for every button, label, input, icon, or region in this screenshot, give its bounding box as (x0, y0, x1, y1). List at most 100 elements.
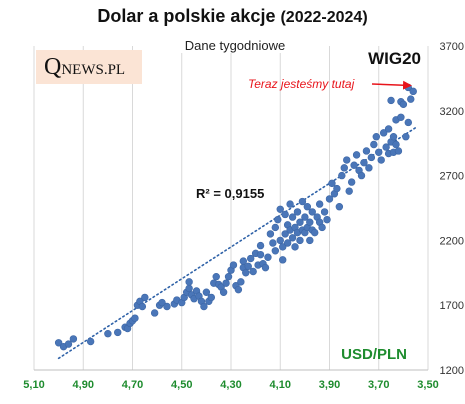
data-point (281, 230, 289, 238)
data-point (303, 203, 312, 211)
data-point (256, 250, 265, 259)
chart-title-years: (2022-2024) (280, 9, 368, 26)
data-point (320, 208, 329, 216)
data-point (399, 100, 408, 109)
data-point (202, 288, 211, 296)
data-point (360, 158, 368, 167)
data-point (247, 254, 255, 263)
x-tick-label: 3,90 (319, 379, 340, 391)
x-tick-label: 4,50 (171, 379, 192, 391)
y-tick-label: 3700 (440, 41, 464, 53)
data-point (288, 234, 297, 242)
data-point (397, 113, 405, 121)
qnews-logo-text: QNEWS.PL (44, 54, 126, 80)
y-tick-label: 3200 (440, 106, 464, 118)
data-point (370, 140, 378, 149)
data-point (276, 236, 284, 245)
x-tick-label: 3,70 (368, 379, 389, 391)
r-squared-label: R² = 0,9155 (196, 186, 265, 201)
data-point (315, 200, 324, 208)
data-point (264, 253, 272, 261)
data-point (377, 156, 385, 164)
data-point (256, 241, 265, 250)
data-point (69, 335, 78, 343)
data-point (150, 309, 159, 317)
data-point (237, 278, 245, 286)
data-point (239, 257, 248, 265)
data-point (409, 87, 417, 96)
annotation-label: Teraz jesteśmy tutaj (248, 77, 355, 91)
data-point (207, 293, 216, 302)
x-tick-label: 4,10 (270, 379, 291, 391)
chart-subtitle: Dane tygodniowe (178, 38, 292, 53)
data-point (333, 184, 341, 193)
data-point (138, 302, 147, 311)
x-tick-label: 4,70 (122, 379, 143, 391)
data-point (394, 147, 403, 155)
data-point (104, 330, 112, 338)
data-point (365, 164, 373, 172)
data-point (291, 243, 299, 251)
data-point (387, 96, 395, 105)
data-point (311, 228, 319, 237)
chart-title: Dolar a polskie akcje (2022-2024) (0, 6, 465, 27)
data-point (389, 133, 398, 141)
x-tick-label: 4,30 (220, 379, 241, 391)
data-point (343, 156, 351, 164)
x-axis-label: USD/PLN (341, 346, 407, 363)
data-point (306, 236, 314, 245)
data-point (266, 230, 275, 238)
data-point (325, 195, 334, 203)
data-point (283, 239, 292, 247)
data-point (64, 340, 73, 348)
data-point (185, 278, 193, 286)
data-point (271, 223, 280, 232)
data-point (242, 269, 250, 277)
qnews-logo: QNEWS.PL (36, 50, 142, 84)
data-point (271, 247, 280, 255)
data-point (323, 215, 331, 224)
data-point (229, 261, 238, 269)
data-point (296, 218, 304, 226)
data-point (379, 129, 388, 137)
chart-title-text: Dolar a polskie akcje (97, 6, 276, 26)
data-point (222, 279, 230, 287)
data-point (54, 339, 63, 347)
data-point (352, 151, 361, 159)
y-tick-label: 1200 (440, 365, 464, 377)
data-point (279, 243, 287, 251)
data-point (141, 293, 149, 302)
data-point (404, 118, 412, 127)
data-point (276, 205, 284, 213)
data-point (402, 133, 410, 141)
data-point (306, 218, 314, 226)
data-point (234, 285, 243, 294)
annotation-arrow (371, 80, 413, 90)
data-point (318, 223, 326, 232)
data-point (296, 236, 304, 245)
y-tick-label: 2700 (440, 171, 464, 183)
data-point (158, 298, 166, 307)
x-tick-label: 3,50 (417, 379, 438, 391)
data-point (350, 161, 358, 169)
data-point (288, 213, 297, 221)
data-point (244, 262, 252, 271)
data-point (200, 302, 208, 311)
data-point (372, 133, 380, 141)
x-tick-label: 4,90 (73, 379, 94, 391)
data-point (347, 178, 356, 186)
data-point (367, 153, 376, 162)
data-point (249, 267, 257, 276)
y-tick-label: 2200 (440, 235, 464, 247)
data-point (131, 314, 139, 322)
data-point (163, 302, 171, 311)
y-tick-label: 1700 (440, 300, 464, 312)
data-point (407, 95, 415, 103)
data-point (219, 288, 228, 296)
data-point (345, 187, 353, 195)
data-point (382, 143, 390, 151)
data-point (261, 263, 270, 272)
data-point (212, 272, 220, 281)
